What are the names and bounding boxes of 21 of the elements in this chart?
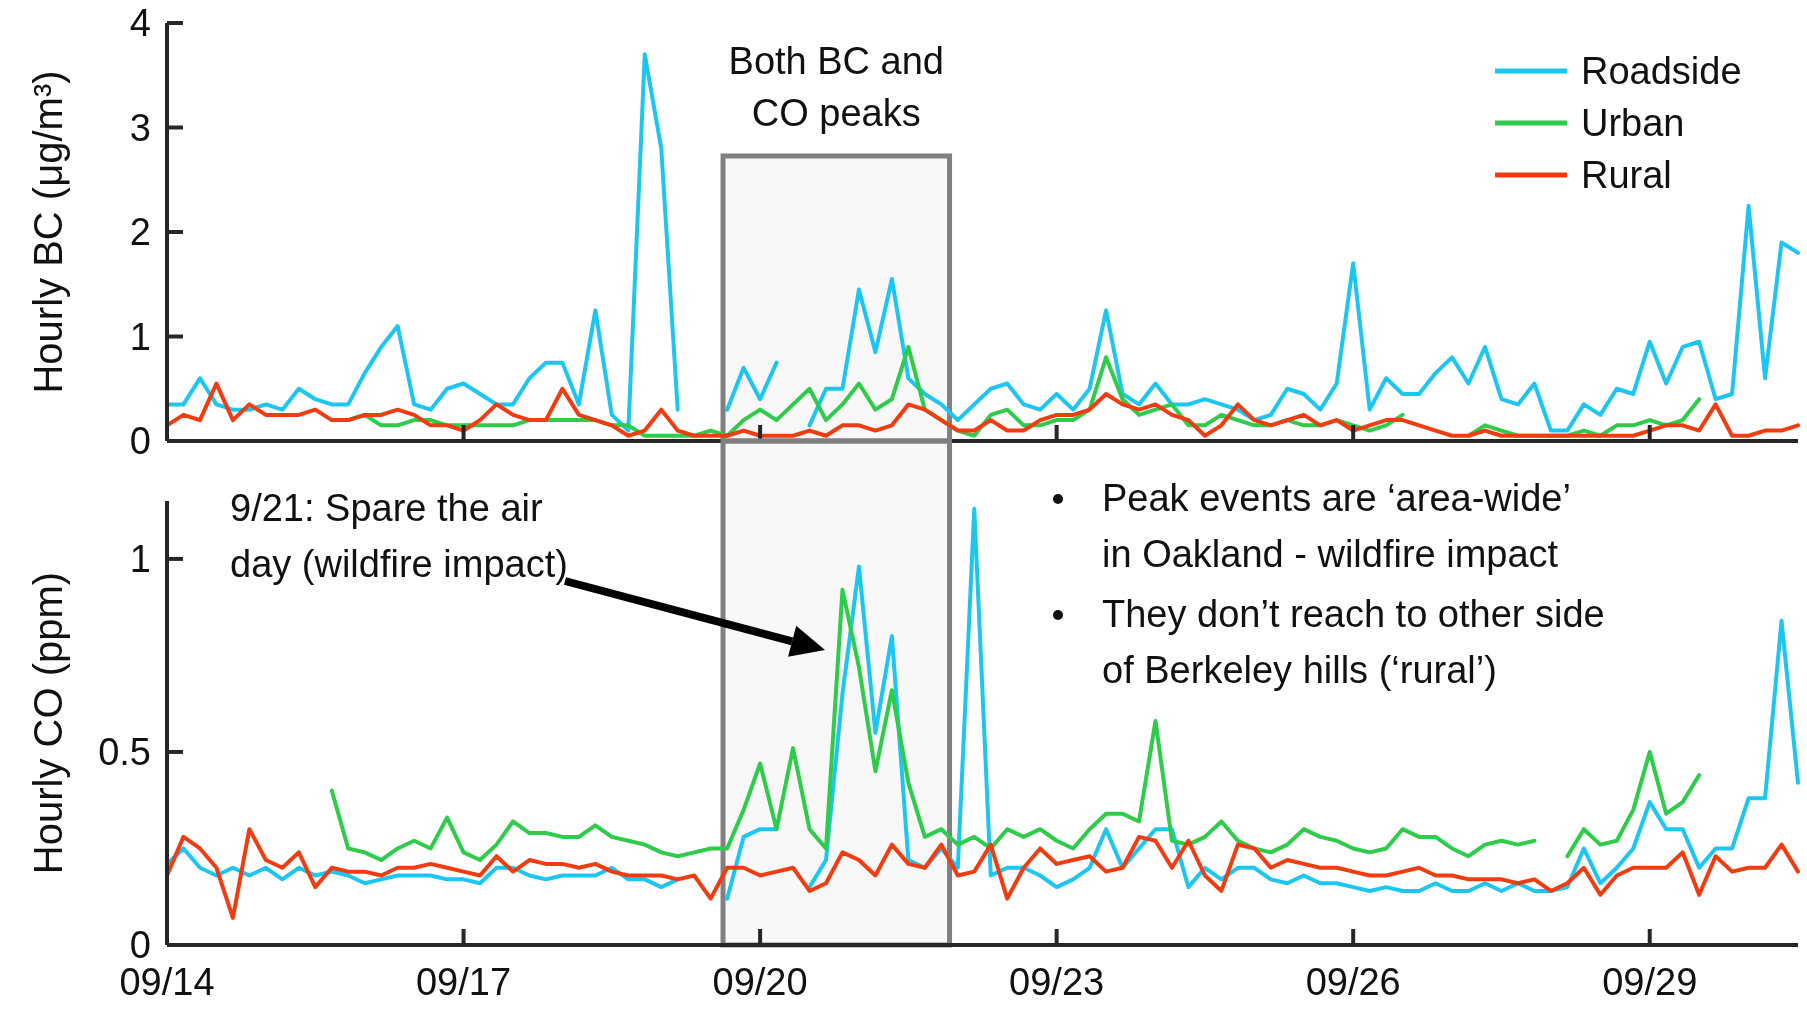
legend-label: Rural: [1581, 154, 1672, 196]
y-axis-title: Hourly BC (μg/m³): [26, 70, 70, 394]
annotation: 9/21: Spare the air day (wildfire impact): [230, 487, 568, 585]
annotation: Peak events are ‘area-wide’ in Oakland - wildfire impact: [1102, 477, 1571, 575]
band-label: Both BC and CO peaks: [728, 40, 945, 134]
x-tick-label: 09/26: [1305, 961, 1401, 1003]
y-tick-label: 4: [129, 2, 151, 44]
y-tick-label: 0: [129, 420, 151, 462]
y-tick-label: 2: [129, 211, 151, 253]
legend-label: Urban: [1581, 102, 1685, 144]
y-axis-title: Hourly CO (ppm): [26, 571, 70, 875]
y-tick-label: 1: [129, 315, 151, 358]
annotation: They don’t reach to other side of Berkeley hills (‘rural’): [1102, 593, 1605, 691]
legend-label: Roadside: [1581, 50, 1742, 92]
y-tick-label: 1: [129, 537, 151, 580]
y-tick-label: 3: [129, 106, 151, 149]
y-tick-label: 0.5: [98, 730, 151, 773]
x-tick-label: 09/17: [416, 961, 512, 1003]
x-tick-label: 09/20: [712, 961, 808, 1003]
x-tick-label: 09/29: [1602, 961, 1698, 1003]
x-tick-label: 09/23: [1009, 961, 1105, 1003]
